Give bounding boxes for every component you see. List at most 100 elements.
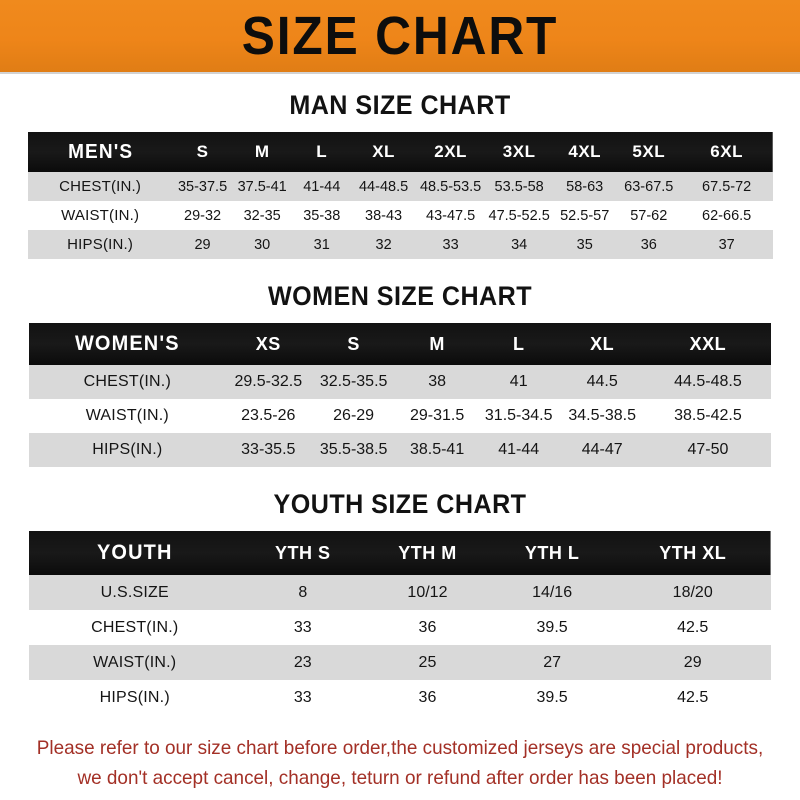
man-size-l: L [316, 142, 328, 161]
youth-size-table: YOUTH YTH S YTH M YTH L YTH XL U.S.SIZE … [29, 531, 771, 715]
youth-size-xl: YTH XL [659, 542, 727, 563]
youth-chest-s: 33 [293, 618, 312, 636]
women-waist-m: 29-31.5 [409, 407, 465, 424]
man-size-2xl: 2XL [434, 142, 467, 161]
man-hips-2xl: 33 [442, 236, 459, 253]
banner: SIZE CHART [0, 0, 800, 74]
man-hips-3xl: 34 [511, 236, 528, 253]
women-chest-xs: 29.5-32.5 [234, 373, 303, 390]
youth-header-label: YOUTH [96, 541, 173, 564]
man-table-body: MEN'S S M L XL 2XL 3XL 4XL 5XL 6XL CHEST… [27, 132, 773, 259]
man-hips-4xl: 35 [576, 236, 593, 253]
table-row: HIPS(IN.) 33 36 39.5 42.5 [29, 680, 771, 715]
youth-size-l: YTH L [524, 542, 580, 563]
disclaimer-line-2: we don't accept cancel, change, teturn o… [77, 767, 723, 789]
man-header-row: MEN'S S M L XL 2XL 3XL 4XL 5XL 6XL [27, 132, 773, 172]
women-size-table: WOMEN'S XS S M L XL XXL CHEST(IN.) 29.5-… [29, 323, 771, 467]
youth-ussize-xl: 18/20 [672, 583, 713, 601]
man-chest-xl: 44-48.5 [358, 178, 409, 195]
women-hips-l: 41-44 [498, 441, 540, 458]
youth-waist-m: 25 [418, 653, 437, 671]
man-waist-m: 32-35 [243, 207, 281, 224]
women-waist-xxl: 38.5-42.5 [674, 407, 742, 424]
women-header-label: WOMEN'S [74, 332, 180, 355]
women-chest-m: 38 [428, 373, 446, 390]
women-chest-label: CHEST(IN.) [83, 373, 171, 390]
disclaimer-note: Please refer to our size chart before or… [31, 733, 768, 793]
women-table-body: WOMEN'S XS S M L XL XXL CHEST(IN.) 29.5-… [29, 323, 771, 467]
man-size-5xl: 5XL [632, 142, 666, 161]
youth-waist-label: WAIST(IN.) [93, 653, 177, 671]
man-waist-l: 35-38 [303, 207, 341, 224]
women-size-l: L [512, 333, 525, 354]
man-chest-6xl: 67.5-72 [702, 178, 752, 195]
man-waist-6xl: 62-66.5 [702, 207, 752, 224]
youth-hips-s: 33 [293, 688, 312, 706]
man-size-6xl: 6XL [710, 142, 743, 161]
women-chest-xxl: 44.5-48.5 [674, 373, 742, 390]
man-size-table: MEN'S S M L XL 2XL 3XL 4XL 5XL 6XL CHEST… [27, 132, 773, 259]
man-table: MEN'S S M L XL 2XL 3XL 4XL 5XL 6XL CHEST… [27, 132, 773, 259]
youth-ussize-m: 10/12 [407, 583, 448, 601]
youth-header-row: YOUTH YTH S YTH M YTH L YTH XL [29, 531, 771, 575]
table-row: CHEST(IN.) 29.5-32.5 32.5-35.5 38 41 44.… [29, 365, 771, 399]
man-hips-6xl: 37 [718, 236, 735, 253]
women-hips-xl: 44-47 [581, 441, 623, 458]
women-hips-xs: 33-35.5 [241, 441, 296, 458]
youth-hips-xl: 42.5 [677, 688, 709, 706]
women-size-s: S [347, 333, 360, 354]
table-row: U.S.SIZE 8 10/12 14/16 18/20 [29, 575, 771, 610]
youth-chest-xl: 42.5 [677, 618, 709, 636]
man-hips-s: 29 [194, 236, 211, 253]
man-waist-2xl: 43-47.5 [426, 207, 476, 224]
man-header-label: MEN'S [67, 140, 133, 163]
man-size-xl: XL [372, 142, 395, 161]
table-row: CHEST(IN.) 33 36 39.5 42.5 [29, 610, 771, 645]
youth-chest-m: 36 [418, 618, 437, 636]
youth-chest-l: 39.5 [536, 618, 568, 636]
man-waist-5xl: 57-62 [630, 207, 668, 224]
youth-waist-l: 27 [543, 653, 561, 671]
women-size-xl: XL [590, 333, 615, 354]
youth-waist-s: 23 [293, 653, 312, 671]
man-hips-xl: 32 [375, 236, 392, 253]
man-size-4xl: 4XL [568, 142, 602, 161]
youth-waist-xl: 29 [683, 653, 702, 671]
man-size-m: M [254, 142, 270, 161]
women-size-m: M [429, 333, 445, 354]
women-waist-l: 31.5-34.5 [484, 407, 553, 424]
table-row: WAIST(IN.) 29-32 32-35 35-38 38-43 43-47… [27, 201, 773, 230]
women-chest-xl: 44.5 [586, 373, 618, 390]
table-row: HIPS(IN.) 29 30 31 32 33 34 35 36 37 [27, 230, 773, 259]
women-section-title: WOMEN SIZE CHART [267, 281, 533, 311]
women-size-xxl: XXL [689, 333, 727, 354]
man-chest-s: 35-37.5 [177, 178, 228, 195]
page-title: SIZE CHART [241, 6, 559, 66]
women-table: WOMEN'S XS S M L XL XXL CHEST(IN.) 29.5-… [29, 323, 771, 467]
man-chest-label: CHEST(IN.) [59, 178, 142, 195]
man-waist-4xl: 52.5-57 [560, 207, 610, 224]
disclaimer-line-1: Please refer to our size chart before or… [36, 737, 764, 759]
man-chest-l: 41-44 [303, 178, 341, 195]
women-hips-xxl: 47-50 [687, 441, 729, 458]
man-chest-m: 37.5-41 [237, 178, 287, 195]
youth-ussize-label: U.S.SIZE [100, 583, 169, 601]
man-waist-s: 29-32 [184, 207, 222, 224]
youth-table-body: YOUTH YTH S YTH M YTH L YTH XL U.S.SIZE … [29, 531, 771, 715]
man-waist-label: WAIST(IN.) [61, 207, 140, 224]
man-waist-xl: 38-43 [365, 207, 403, 224]
man-chest-2xl: 48.5-53.5 [419, 178, 482, 195]
women-hips-label: HIPS(IN.) [92, 441, 163, 458]
women-header-row: WOMEN'S XS S M L XL XXL [29, 323, 771, 365]
youth-hips-label: HIPS(IN.) [99, 688, 170, 706]
youth-section-title: YOUTH SIZE CHART [273, 489, 527, 519]
man-hips-label: HIPS(IN.) [67, 236, 134, 253]
women-hips-m: 38.5-41 [409, 441, 465, 458]
women-waist-xl: 34.5-38.5 [568, 407, 636, 424]
man-hips-m: 30 [254, 236, 271, 253]
man-size-3xl: 3XL [502, 142, 536, 161]
women-hips-s: 35.5-38.5 [319, 441, 388, 458]
women-size-xs: XS [255, 333, 281, 354]
man-section-title: MAN SIZE CHART [289, 90, 511, 120]
